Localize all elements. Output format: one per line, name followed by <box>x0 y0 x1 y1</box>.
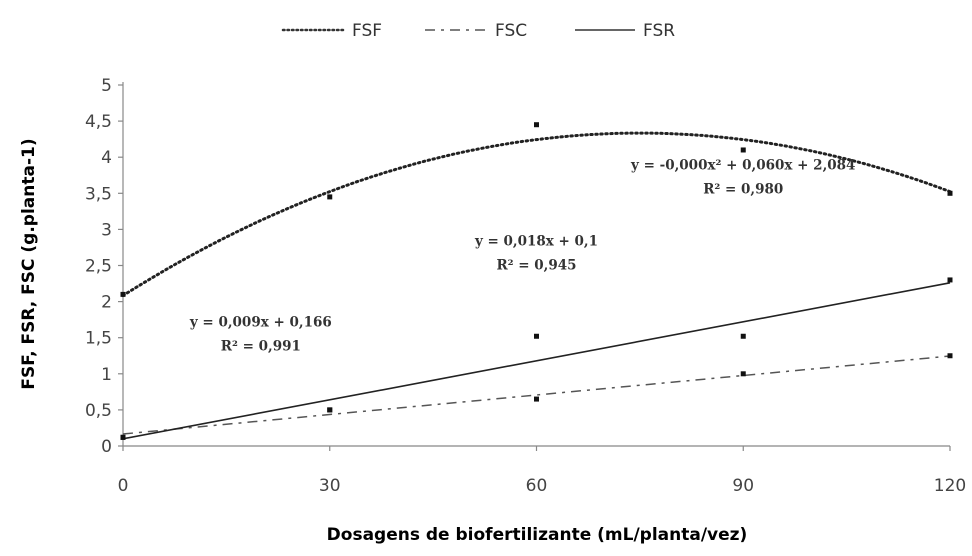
data-point-fsf <box>327 194 333 200</box>
x-axis-title: Dosagens de biofertilizante (mL/planta/v… <box>327 525 748 545</box>
y-tick-label: 0,5 <box>85 401 112 421</box>
trend-line-fsf <box>121 131 952 297</box>
annotation-fsf: y = -0,000x² + 0,060x + 2,084 R² = 0,980 <box>630 158 855 198</box>
y-tick-label: 3,5 <box>85 184 112 204</box>
data-point-fsc <box>947 353 953 359</box>
y-tick-label: 1,5 <box>85 329 112 349</box>
legend-label-fsc: FSC <box>495 21 527 41</box>
data-point-fsr <box>534 333 539 339</box>
annotation-fsf-r2: R² = 0,980 <box>703 182 783 198</box>
annotation-fsr: y = 0,018x + 0,1 R² = 0,945 <box>474 233 598 273</box>
data-point-fsf <box>947 190 953 196</box>
x-tick-label: 30 <box>319 476 341 496</box>
data-point-fsc <box>534 396 539 402</box>
annotation-fsf-equation: y = -0,000x² + 0,060x + 2,084 <box>630 158 855 174</box>
annotation-fsc-equation: y = 0,009x + 0,166 <box>189 314 332 330</box>
annotation-fsc: y = 0,009x + 0,166 R² = 0,991 <box>189 314 332 354</box>
annotation-fsr-equation: y = 0,018x + 0,1 <box>474 233 598 249</box>
x-tick-label: 120 <box>934 476 966 496</box>
x-tick-label: 0 <box>118 476 129 496</box>
data-point-fsf <box>120 291 126 297</box>
y-tick-label: 2 <box>101 293 112 313</box>
y-ticks: 0 0,5 1 1,5 2 2,5 3 3,5 4 4,5 5 <box>85 76 123 457</box>
data-point-fsc <box>740 371 746 377</box>
legend: FSF FSC FSR <box>281 21 675 41</box>
trend-line-fsc <box>122 355 951 435</box>
data-point-fsf <box>534 122 539 128</box>
y-tick-label: 0 <box>101 437 112 457</box>
y-tick-label: 3 <box>101 220 112 240</box>
annotation-fsc-r2: R² = 0,991 <box>221 338 301 354</box>
y-tick-label: 2,5 <box>85 257 112 277</box>
trend-lines <box>121 131 952 440</box>
y-tick-label: 1 <box>101 365 112 385</box>
annotation-fsr-r2: R² = 0,945 <box>496 257 576 273</box>
x-tick-label: 90 <box>732 476 754 496</box>
legend-label-fsr: FSR <box>643 21 675 41</box>
y-tick-label: 4 <box>101 148 112 168</box>
trend-line-fsr <box>122 282 951 440</box>
x-ticks: 0 30 60 90 120 <box>118 446 966 496</box>
data-point-fsf <box>740 147 746 153</box>
legend-label-fsf: FSF <box>352 21 382 41</box>
data-point-fsr <box>120 434 126 440</box>
x-tick-label: 60 <box>526 476 548 496</box>
data-point-fsr <box>947 277 953 283</box>
y-axis-title: FSF, FSR, FSC (g.planta-1) <box>19 138 39 389</box>
data-point-fsr <box>740 333 746 339</box>
y-tick-label: 5 <box>101 76 112 96</box>
y-tick-label: 4,5 <box>85 112 112 132</box>
data-points <box>120 122 953 440</box>
data-point-fsr <box>327 407 333 413</box>
